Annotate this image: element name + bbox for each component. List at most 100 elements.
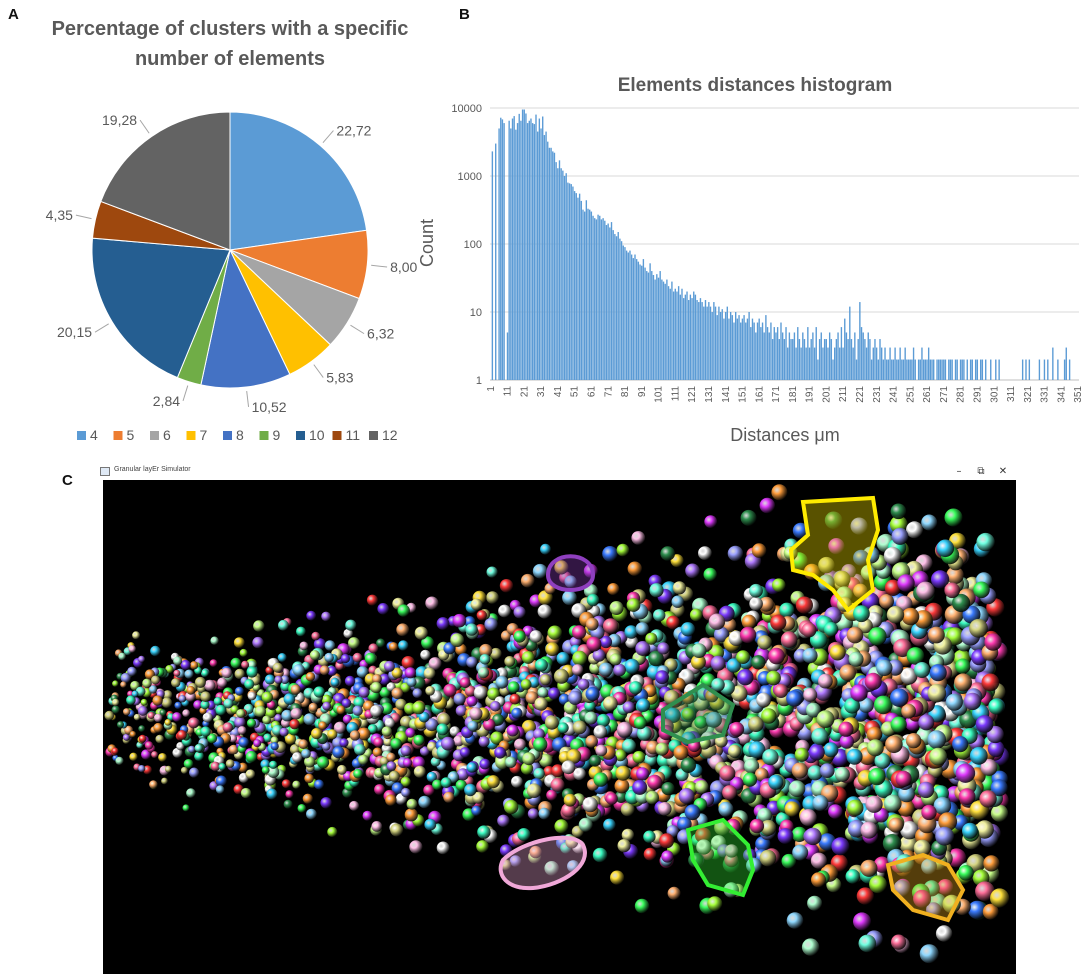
granule-sphere bbox=[572, 650, 588, 666]
histogram-bar bbox=[726, 306, 728, 380]
granule-sphere bbox=[252, 636, 264, 649]
granule-sphere bbox=[504, 799, 519, 815]
granule-sphere bbox=[494, 746, 506, 759]
histogram-bar bbox=[813, 347, 816, 380]
granule-sphere bbox=[486, 566, 498, 578]
histogram-bar bbox=[802, 332, 804, 380]
granule-sphere bbox=[391, 782, 404, 795]
histogram-bar bbox=[909, 359, 911, 380]
granule-sphere bbox=[667, 886, 681, 900]
granule-sphere bbox=[736, 650, 750, 664]
pie-leader-line bbox=[313, 364, 324, 378]
simulation-viewport[interactable] bbox=[103, 480, 1016, 974]
histogram-bar bbox=[629, 250, 631, 380]
granule-sphere bbox=[546, 789, 558, 801]
granule-sphere bbox=[617, 839, 631, 853]
histogram-bar bbox=[682, 298, 685, 380]
histogram-bar bbox=[745, 322, 747, 380]
granule-sphere bbox=[272, 662, 283, 673]
simulator-title-bar[interactable]: Granular layEr Simulator – ⧉ ✕ bbox=[100, 464, 1016, 480]
histogram-bar bbox=[543, 135, 546, 380]
granule-sphere bbox=[133, 713, 141, 721]
x-tick-label: 341 bbox=[1056, 386, 1067, 403]
granule-sphere bbox=[759, 497, 775, 514]
granule-sphere bbox=[137, 705, 148, 716]
histogram-bar bbox=[567, 182, 569, 380]
histogram-bar bbox=[684, 294, 687, 380]
granule-sphere bbox=[441, 736, 455, 751]
granule-sphere bbox=[404, 808, 418, 822]
granule-sphere bbox=[161, 777, 168, 785]
granule-sphere bbox=[509, 693, 521, 705]
granule-sphere bbox=[593, 772, 608, 787]
histogram-x-axis-title: Distances μm bbox=[730, 425, 839, 445]
x-tick-label: 241 bbox=[889, 386, 900, 403]
granule-sphere bbox=[345, 619, 357, 631]
minimize-button[interactable]: – bbox=[956, 466, 962, 477]
granule-sphere bbox=[506, 724, 519, 737]
granule-sphere bbox=[958, 865, 974, 881]
x-tick-label: 211 bbox=[838, 386, 849, 402]
granule-sphere bbox=[260, 759, 271, 770]
histogram-bar bbox=[662, 281, 665, 380]
histogram-bar bbox=[1068, 359, 1071, 380]
histogram-bar bbox=[785, 327, 787, 380]
granule-sphere bbox=[804, 827, 822, 846]
granule-sphere bbox=[281, 779, 291, 789]
histogram-bar bbox=[642, 259, 645, 380]
histogram-bar bbox=[679, 294, 681, 380]
granule-sphere bbox=[921, 804, 937, 821]
granule-sphere bbox=[396, 623, 410, 637]
granule-sphere bbox=[420, 649, 431, 661]
granule-sphere bbox=[221, 667, 233, 679]
x-tick-label: 111 bbox=[670, 386, 681, 402]
histogram-bar bbox=[562, 170, 564, 380]
histogram-bar bbox=[845, 332, 848, 380]
granule-sphere bbox=[321, 694, 332, 705]
granule-sphere bbox=[413, 765, 426, 778]
granule-sphere bbox=[548, 687, 561, 700]
histogram-bar bbox=[661, 279, 663, 380]
granule-sphere bbox=[602, 546, 618, 562]
granule-sphere bbox=[981, 673, 1000, 692]
granule-sphere bbox=[731, 685, 748, 702]
granule-sphere bbox=[900, 821, 919, 840]
granule-sphere bbox=[354, 743, 366, 756]
histogram-bar bbox=[703, 306, 705, 380]
legend-swatch-12 bbox=[369, 431, 378, 440]
granule-sphere bbox=[839, 664, 856, 681]
granule-sphere bbox=[452, 613, 467, 628]
granule-sphere bbox=[283, 693, 296, 705]
granule-sphere bbox=[823, 622, 839, 637]
histogram-bar bbox=[974, 359, 977, 380]
granule-sphere bbox=[803, 687, 818, 702]
granule-sphere bbox=[751, 543, 767, 558]
granule-sphere bbox=[261, 766, 270, 774]
restore-button[interactable]: ⧉ bbox=[977, 466, 985, 477]
granule-sphere bbox=[371, 821, 383, 832]
granule-sphere bbox=[303, 713, 316, 726]
granule-sphere bbox=[141, 749, 152, 760]
granule-sphere bbox=[279, 727, 289, 737]
granule-sphere bbox=[123, 708, 131, 716]
granule-sphere bbox=[372, 674, 382, 684]
granule-sphere bbox=[979, 790, 997, 808]
histogram-bar bbox=[736, 318, 739, 380]
granule-sphere bbox=[780, 631, 798, 648]
granule-sphere bbox=[443, 791, 455, 803]
histogram-bar bbox=[865, 347, 868, 380]
granule-sphere bbox=[120, 672, 131, 684]
granule-sphere bbox=[490, 731, 504, 745]
histogram-bar bbox=[600, 219, 603, 380]
close-button[interactable]: ✕ bbox=[998, 466, 1008, 477]
histogram-bar bbox=[560, 168, 562, 380]
granule-sphere bbox=[277, 653, 287, 662]
granule-sphere bbox=[990, 888, 1010, 908]
granule-sphere bbox=[621, 828, 635, 842]
granule-sphere bbox=[379, 673, 391, 685]
histogram-bar bbox=[594, 218, 596, 380]
histogram-bar bbox=[491, 151, 494, 380]
legend-swatch-8 bbox=[223, 431, 232, 440]
histogram-bar bbox=[812, 332, 814, 380]
granule-sphere bbox=[823, 742, 839, 758]
